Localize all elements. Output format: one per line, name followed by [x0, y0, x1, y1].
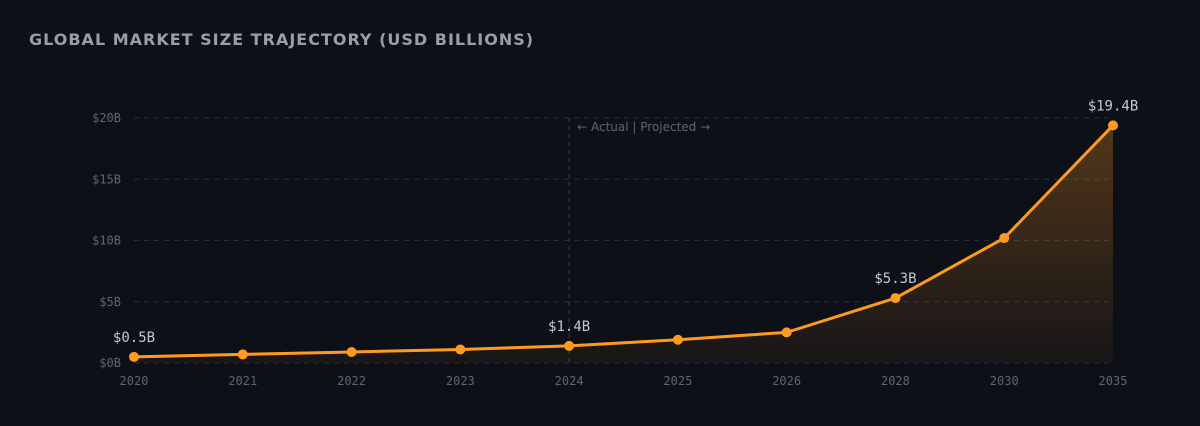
x-tick-label-2035: 2035 [1099, 374, 1128, 388]
y-tick-label-0: $0B [99, 356, 121, 370]
label-layer: $0B $5B $10B $15B $20B 2020 2021 2022 2023 2024 20… [92, 98, 1138, 388]
y-tick-label-2: $10B [92, 234, 121, 248]
area-layer [134, 125, 1113, 363]
divider-label: ← Actual | Projected → [577, 120, 710, 134]
x-tick-label-2020: 2020 [120, 374, 149, 388]
data-point-2035 [1108, 120, 1118, 131]
x-tick-label-2025: 2025 [663, 374, 692, 388]
data-point-2026 [781, 327, 792, 338]
data-point-2028 [890, 293, 901, 304]
data-point-2020 [129, 351, 139, 362]
x-tick-label-2021: 2021 [228, 374, 257, 388]
data-point-2030 [999, 233, 1010, 244]
data-label-2035: $19.4B [1088, 98, 1139, 114]
line-layer [132, 123, 1115, 359]
data-label-2024: $1.4B [548, 319, 590, 335]
data-point-2022 [346, 346, 357, 357]
y-tick-label-1: $5B [99, 295, 121, 309]
y-tick-label-4: $20B [92, 111, 121, 125]
data-label-2028: $5.3B [874, 271, 916, 287]
data-label-2020: $0.5B [113, 330, 155, 346]
data-point-2025 [672, 334, 683, 345]
data-point-2021 [237, 349, 248, 360]
x-tick-label-2024: 2024 [555, 374, 584, 388]
x-tick-label-2028: 2028 [881, 374, 910, 388]
series-area [134, 125, 1113, 363]
data-point-2024 [564, 340, 575, 351]
point-layer [129, 120, 1118, 362]
x-tick-label-2023: 2023 [446, 374, 475, 388]
series-line [132, 123, 1115, 359]
chart-title: GLOBAL MARKET SIZE TRAJECTORY (USD BILLI… [29, 30, 535, 49]
data-point-2023 [455, 344, 466, 355]
x-tick-label-2030: 2030 [990, 374, 1019, 388]
x-tick-label-2026: 2026 [772, 374, 801, 388]
y-tick-label-3: $15B [92, 172, 121, 186]
x-tick-label-2022: 2022 [337, 374, 366, 388]
